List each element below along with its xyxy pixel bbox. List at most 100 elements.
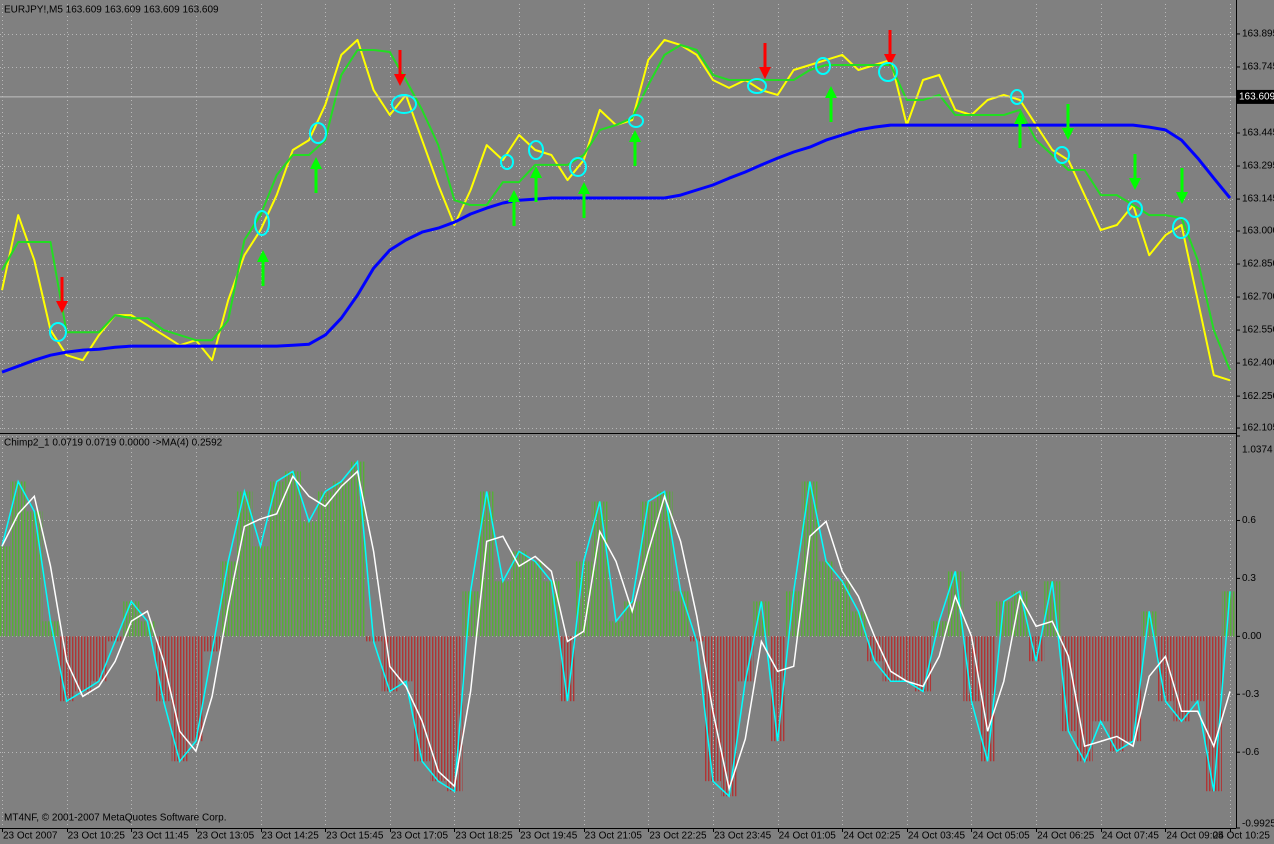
cross-circle: [628, 114, 644, 128]
histogram-bar: [672, 591, 689, 637]
cross-circle: [500, 154, 514, 170]
cross-circle: [815, 57, 831, 75]
histogram-bar: [430, 636, 447, 782]
y-tick-label: 0.3: [1242, 573, 1256, 584]
histogram-bar: [252, 546, 269, 637]
histogram-bar: [931, 621, 948, 637]
x-tick-label: 24 Oct 05:05: [972, 831, 1030, 842]
x-tick-label: 23 Oct 13:05: [197, 831, 255, 842]
cross-circles: [49, 57, 1190, 342]
y-tick-label: 163.895: [1242, 29, 1274, 40]
x-tick-label: 24 Oct 07:45: [1102, 831, 1160, 842]
histogram-bar: [656, 491, 673, 637]
histogram-bar: [1060, 636, 1077, 732]
histogram-bar: [1189, 636, 1206, 702]
x-tick-label: 23 Oct 23:45: [714, 831, 772, 842]
y-tick-label: 0.6: [1242, 515, 1256, 526]
histogram-bar: [10, 481, 27, 637]
x-tick-label: 23 Oct 2007: [3, 831, 58, 842]
price-header: EURJPY!,M5 163.609 163.609 163.609 163.6…: [4, 5, 219, 16]
marks: [0, 38, 1236, 798]
histogram-bar: [26, 511, 43, 637]
price-line: [1, 123, 1232, 374]
cross-circle: [391, 94, 417, 114]
y-tick-label: 163.295: [1242, 161, 1274, 172]
oscillator-header: Chimp2_1 0.0719 0.0719 0.0000 ->MA(4) 0.…: [4, 438, 223, 449]
x-tick-label: 23 Oct 21:05: [585, 831, 643, 842]
histogram-bar: [1157, 636, 1174, 702]
x-tick-label: 24 Oct 06:25: [1037, 831, 1095, 842]
histogram-bar: [624, 601, 641, 637]
histogram-bar: [446, 636, 463, 792]
x-tick-label: 23 Oct 11:45: [132, 831, 189, 842]
cross-circle: [309, 122, 327, 144]
histogram-bar: [171, 636, 188, 762]
histogram-bar: [155, 636, 172, 702]
y-tick-label: 163.445: [1242, 128, 1274, 139]
histogram-bar: [494, 581, 511, 637]
histogram-bar: [575, 561, 592, 637]
cross-circle: [254, 210, 270, 236]
y-tick-label: -0.9925: [1242, 819, 1274, 830]
histogram-bar: [284, 471, 301, 637]
histogram-bar: [721, 636, 738, 797]
histogram-bar: [607, 621, 625, 637]
x-tick-label: 23 Oct 19:45: [520, 831, 578, 842]
x-tick-label: 23 Oct 17:05: [391, 831, 449, 842]
signals: [49, 30, 1190, 342]
histogram-bar: [333, 481, 350, 637]
histogram-bar: [397, 636, 415, 682]
histogram-bar: [1221, 591, 1236, 637]
histogram-bar: [737, 636, 754, 682]
histogram-bar: [850, 611, 867, 637]
x-tick-label: 23 Oct 10:25: [68, 831, 126, 842]
y-tick-label: 162.850: [1242, 259, 1274, 270]
histogram-bar: [0, 546, 11, 637]
x-tick-label: 24 Oct 10:25: [1213, 831, 1271, 842]
price-line: [1, 44, 1231, 371]
y-tick-label: 162.250: [1242, 391, 1274, 402]
y-tick-label: 163.000: [1242, 226, 1274, 237]
histogram-outline: [1, 459, 1231, 798]
cross-circle: [747, 78, 767, 94]
histogram-bar: [995, 601, 1012, 637]
y-tick-label: 0.00: [1242, 631, 1262, 642]
x-tick-label: 23 Oct 14:25: [262, 831, 320, 842]
histogram-bar: [963, 636, 980, 702]
histogram-bar: [90, 636, 108, 682]
x-tick-label: 23 Oct 15:45: [326, 831, 384, 842]
cross-circle: [1172, 217, 1190, 239]
histogram-bar: [640, 501, 657, 637]
x-tick-label: 23 Oct 18:25: [455, 831, 513, 842]
histogram-bar: [898, 636, 915, 682]
histogram-bar: [107, 636, 124, 642]
histogram-bar: [462, 591, 479, 637]
histogram-bar: [220, 561, 237, 637]
cross-circle: [49, 322, 67, 342]
histogram-bar: [478, 491, 495, 637]
histogram-bar: [527, 561, 544, 637]
cross-circle: [528, 140, 544, 160]
histogram-bar: [300, 521, 318, 637]
x-tick-label: 23 Oct 22:25: [649, 831, 707, 842]
histogram-bar: [688, 636, 705, 642]
histogram-bar: [882, 636, 899, 682]
histogram-bar: [801, 481, 818, 637]
histogram-bar: [1092, 636, 1109, 722]
histogram-bar: [559, 636, 576, 702]
x-tick-label: 24 Oct 01:05: [779, 831, 837, 842]
histogram-bar: [414, 636, 431, 762]
histogram-bar: [785, 591, 802, 637]
cross-circle: [1010, 89, 1024, 105]
y-tick-label: -0.6: [1242, 747, 1260, 758]
current-price-box: [1237, 89, 1274, 104]
cross-circle: [1054, 146, 1070, 164]
y-tick-label: 162.400: [1242, 358, 1274, 369]
x-tick-label: 24 Oct 03:45: [908, 831, 966, 842]
signal-line: [1, 469, 1231, 792]
y-tick-label: 162.105: [1242, 423, 1274, 434]
histogram-bar: [317, 491, 334, 637]
